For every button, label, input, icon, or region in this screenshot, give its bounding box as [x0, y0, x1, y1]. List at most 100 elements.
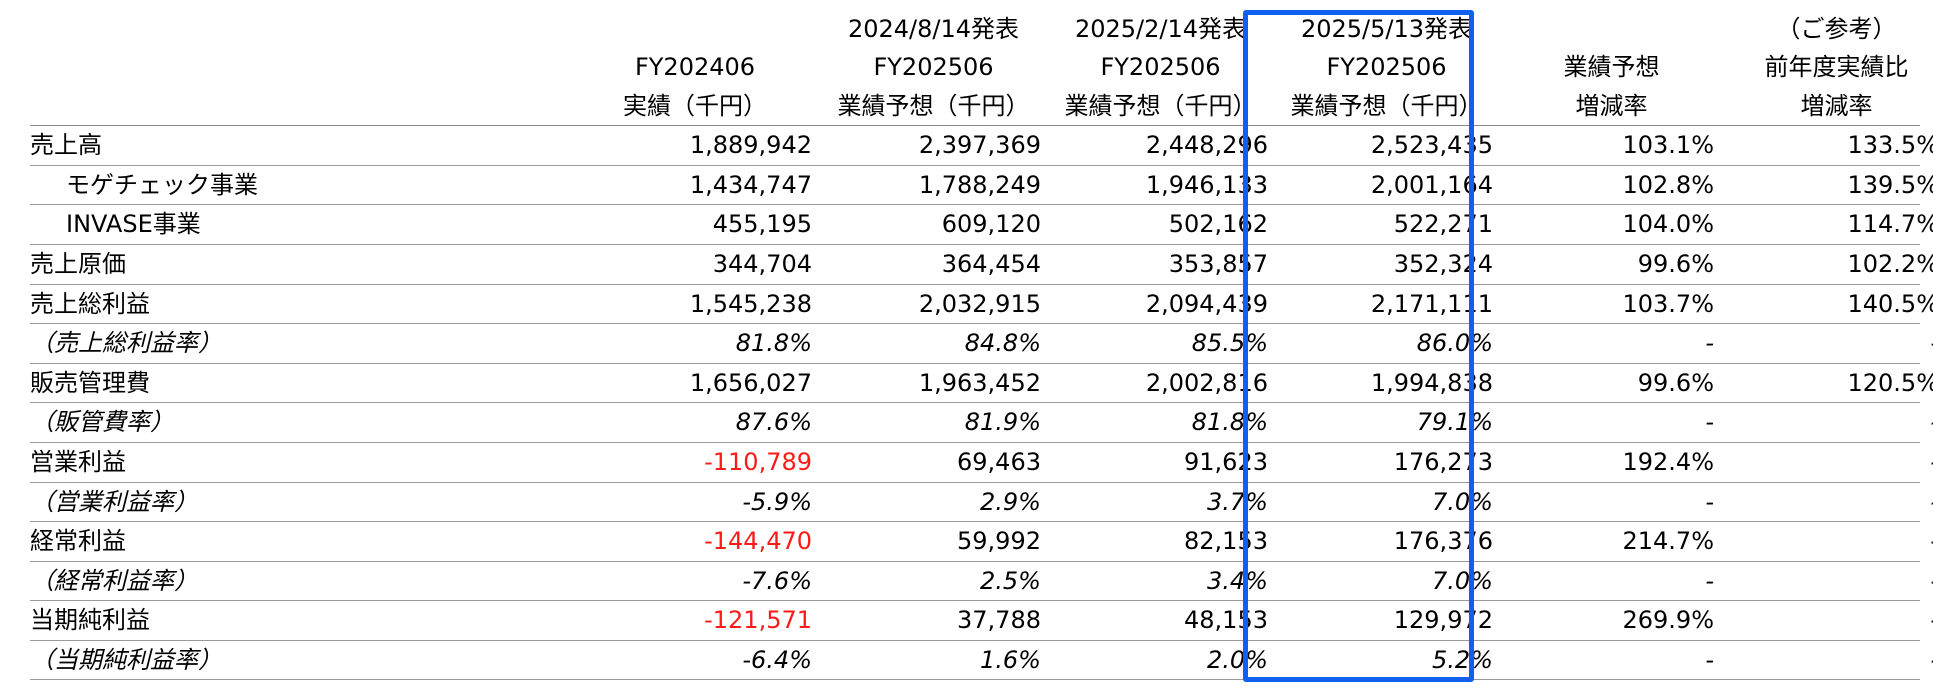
table-cell: 81.8% — [735, 329, 812, 358]
header-cell-col3: 2025/5/13発表 — [1300, 15, 1473, 43]
header-cell-col1: 業績予想（千円） — [837, 91, 1030, 120]
header-row-announce-date: 2024/8/14発表 2025/2/14発表 2025/5/13発表 （ご参考） — [30, 10, 1920, 48]
row-label: （売上総利益率） — [30, 329, 222, 358]
table-cell: 1,963,452 — [918, 368, 1041, 397]
header-cell-col5: 前年度実績比 — [1764, 53, 1909, 82]
table-cell: 364,454 — [941, 249, 1041, 278]
table-cell: 176,376 — [1393, 527, 1493, 556]
table-cell: 353,857 — [1168, 249, 1268, 278]
header-cell-col3: 業績予想（千円） — [1290, 91, 1483, 120]
table-cell: 502,162 — [1168, 210, 1268, 239]
table-cell: 79.1% — [1416, 408, 1493, 437]
table-cell: 2,171,111 — [1370, 289, 1493, 318]
header-cell-col4 — [1499, 10, 1724, 48]
row-label: モゲチェック事業 — [66, 170, 258, 199]
row-label: （当期純利益率） — [30, 645, 222, 674]
table-cell: 133.5% — [1847, 131, 1933, 160]
table-row: 販売管理費 1,656,027 1,963,452 2,002,816 1,994,83… — [30, 364, 1933, 404]
table-cell: 102.2% — [1847, 249, 1933, 278]
table-cell: 139.5% — [1847, 170, 1933, 199]
table-cell: - — [1724, 324, 1933, 363]
table-row: 売上総利益 1,545,238 2,032,915 2,094,439 2,171,11… — [30, 285, 1933, 325]
table-row: （販管費率） 87.6% 81.9% 81.8% 79.1% -- — [30, 403, 1933, 443]
table-cell: 1,545,238 — [689, 289, 812, 318]
table-cell: - — [1705, 645, 1714, 674]
table-cell: 1,946,133 — [1145, 170, 1268, 199]
header-cell-col3: FY202506 — [1326, 53, 1447, 82]
table-cell: 99.6% — [1637, 368, 1714, 397]
table-cell: 3.4% — [1207, 566, 1268, 595]
table-cell: 104.0% — [1622, 210, 1714, 239]
row-label: INVASE事業 — [66, 210, 201, 239]
header-row-fiscal-year: FY202406 FY202506 FY202506 FY202506 業績予想 前年度実… — [30, 48, 1920, 86]
table-row: INVASE事業 455,195 609,120 502,162 522,271 104.… — [30, 205, 1933, 245]
table-cell: 214.7% — [1622, 527, 1714, 556]
table-cell: - — [1705, 566, 1714, 595]
row-label: （経常利益率） — [30, 566, 198, 595]
table-cell: 86.0% — [1416, 329, 1493, 358]
table-row: （当期純利益率） -6.4% 1.6% 2.0% 5.2% -- — [30, 641, 1933, 681]
table-cell: - — [1724, 562, 1933, 601]
table-cell: -144,470 — [704, 527, 812, 556]
table-row: 経常利益 -144,470 59,992 82,153 176,376 214.7%- — [30, 522, 1933, 562]
table-cell: 352,324 — [1393, 249, 1493, 278]
header-cell-col2: FY202506 — [1100, 53, 1221, 82]
row-label: 販売管理費 — [30, 368, 150, 397]
table-cell: 2,523,435 — [1370, 131, 1493, 160]
table-cell: - — [1705, 487, 1714, 516]
table-cell: 1,788,249 — [918, 170, 1041, 199]
table-cell: 91,623 — [1184, 447, 1268, 476]
table-cell: 59,992 — [957, 527, 1041, 556]
table-cell: 2,448,296 — [1145, 131, 1268, 160]
header-cell-col2: 業績予想（千円） — [1064, 91, 1257, 120]
table-cell: - — [1724, 601, 1933, 640]
table-cell: -110,789 — [704, 447, 812, 476]
table-cell: 1,434,747 — [689, 170, 812, 199]
table-body: 売上高 1,889,942 2,397,369 2,448,296 2,523,435 1… — [30, 126, 1933, 681]
table-row: （売上総利益率） 81.8% 84.8% 85.5% 86.0% -- — [30, 324, 1933, 364]
table-cell: 2.0% — [1207, 645, 1268, 674]
header-cell-col5: 増減率 — [1800, 91, 1873, 120]
table-row: 売上原価 344,704 364,454 353,857 352,324 99.6% 102… — [30, 245, 1933, 285]
table-cell: 522,271 — [1393, 210, 1493, 239]
table-cell: - — [1724, 641, 1933, 680]
table-cell: 344,704 — [712, 249, 812, 278]
table-cell: 2,094,439 — [1145, 289, 1268, 318]
header-cell-col5: （ご参考） — [1776, 15, 1897, 43]
table-cell: 2.9% — [980, 487, 1041, 516]
table-row: 営業利益 -110,789 69,463 91,623 176,273 192.4%- — [30, 443, 1933, 483]
table-cell: - — [1724, 403, 1933, 442]
row-label: 売上高 — [30, 131, 102, 160]
header-cell-col0 — [570, 10, 820, 48]
table-cell: 140.5% — [1847, 289, 1933, 318]
table-cell: 2.5% — [980, 566, 1041, 595]
table-cell: - — [1705, 329, 1714, 358]
table-cell: 2,001,164 — [1370, 170, 1493, 199]
table-cell: 3.7% — [1207, 487, 1268, 516]
table-cell: 48,153 — [1184, 606, 1268, 635]
table-cell: - — [1724, 483, 1933, 522]
table-cell: 102.8% — [1622, 170, 1714, 199]
table-cell: 69,463 — [957, 447, 1041, 476]
table-cell: 81.9% — [964, 408, 1041, 437]
table-cell: 87.6% — [735, 408, 812, 437]
table-cell: -121,571 — [704, 606, 812, 635]
header-cell-col0: 実績（千円） — [623, 91, 767, 120]
table-cell: 85.5% — [1191, 329, 1268, 358]
table-cell: - — [1705, 408, 1714, 437]
table-cell: 1,889,942 — [689, 131, 812, 160]
header-cell-col4: 増減率 — [1575, 91, 1648, 120]
row-label: 売上総利益 — [30, 289, 150, 318]
financial-forecast-table: 2024/8/14発表 2025/2/14発表 2025/5/13発表 （ご参考） F… — [30, 10, 1933, 681]
table-cell: -6.4% — [742, 645, 812, 674]
table-cell: 455,195 — [712, 210, 812, 239]
table-cell: 84.8% — [964, 329, 1041, 358]
table-cell: - — [1724, 443, 1933, 482]
table-cell: 82,153 — [1184, 527, 1268, 556]
header-cell-col1: 2024/8/14発表 — [847, 15, 1020, 43]
table-cell: - — [1724, 522, 1933, 561]
table-cell: 120.5% — [1847, 368, 1933, 397]
table-cell: 2,032,915 — [918, 289, 1041, 318]
table-row: 売上高 1,889,942 2,397,369 2,448,296 2,523,435 1… — [30, 126, 1933, 166]
table-row: （経常利益率） -7.6% 2.5% 3.4% 7.0% -- — [30, 562, 1933, 602]
